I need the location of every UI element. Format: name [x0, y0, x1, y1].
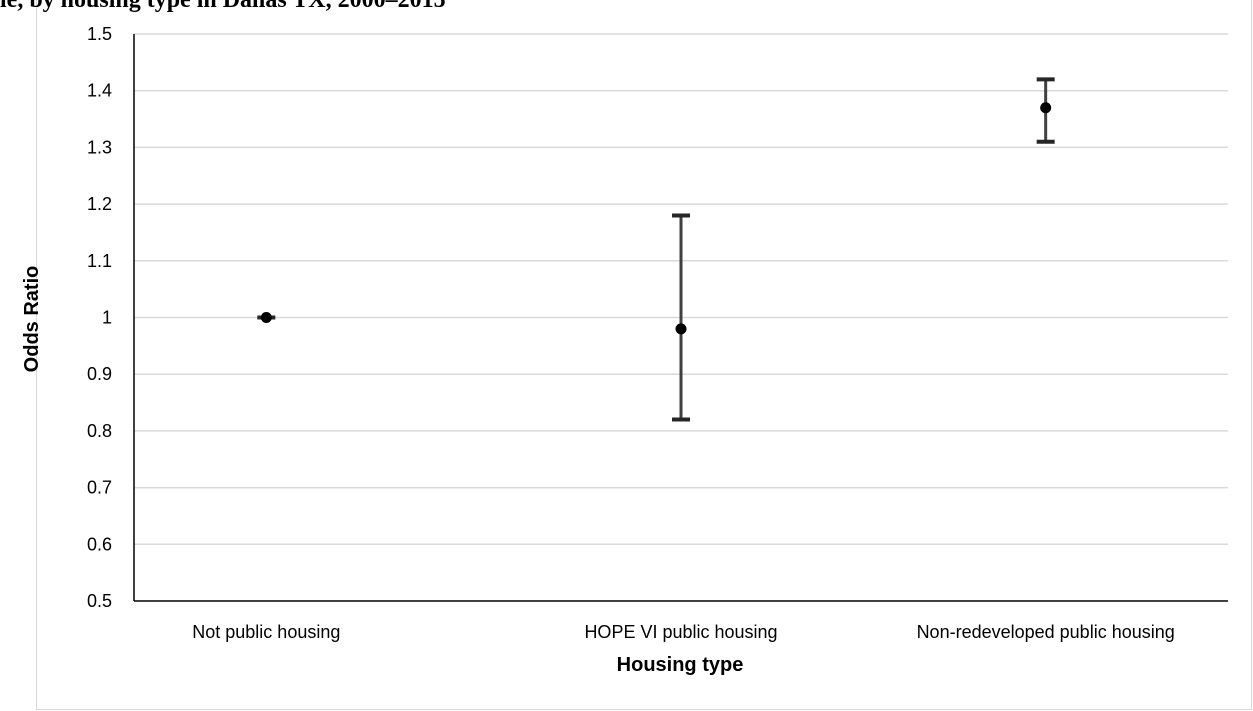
y-tick-labels: 0.5 0.6 0.7 0.8 0.9 1 1.1 1.2 1.3 1.4 1.5 [87, 24, 112, 611]
x-axis-title: Housing type [617, 654, 744, 676]
x-tick-label: HOPE VI public housing [584, 622, 777, 642]
y-tick-label: 1.2 [87, 194, 112, 214]
y-tick-label: 0.5 [87, 591, 112, 611]
y-tick-label: 1 [102, 308, 112, 328]
x-tick-label: Non-redeveloped public housing [917, 622, 1175, 642]
y-tick-label: 1.5 [87, 24, 112, 44]
x-tick-labels: Not public housing HOPE VI public housing… [192, 622, 1174, 642]
y-tick-label: 0.9 [87, 364, 112, 384]
odds-ratio-point [260, 312, 272, 323]
y-tick-label: 1.1 [87, 251, 112, 271]
axes [133, 34, 1228, 602]
odds-ratio-point [675, 323, 687, 335]
y-tick-label: 0.7 [87, 478, 112, 498]
y-tick-label: 1.3 [87, 137, 112, 157]
data-marks [257, 77, 1055, 422]
y-axis-title: Odds Ratio [21, 266, 43, 373]
chart-title-clipped: le, by housing type in Dallas TX, 2000–2… [0, 0, 446, 13]
y-tick-label: 1.4 [87, 81, 112, 101]
y-tick-label: 0.8 [87, 421, 112, 441]
y-tick-label: 0.6 [87, 534, 112, 554]
odds-ratio-point [1040, 102, 1052, 114]
chart-frame [36, 0, 1252, 710]
x-tick-label: Not public housing [192, 622, 340, 642]
